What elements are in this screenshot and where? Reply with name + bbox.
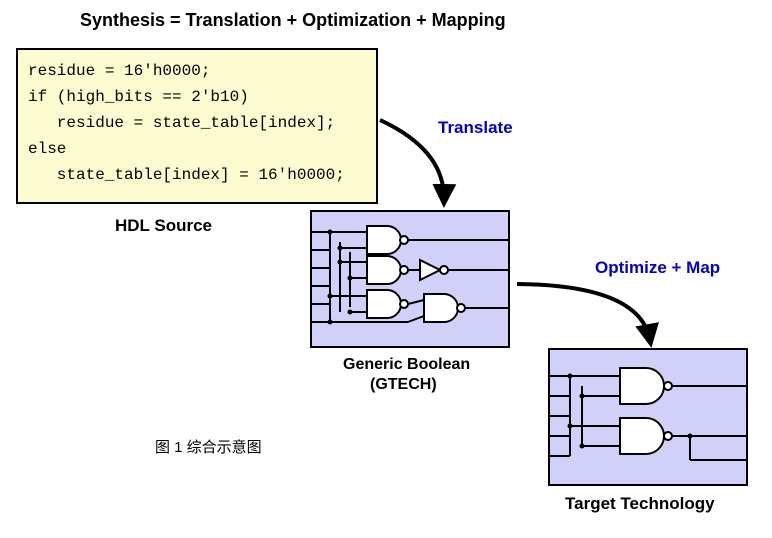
target-circuit-icon: [550, 350, 746, 484]
gtech-circuit-icon: [312, 212, 508, 346]
gtech-circuit-box: [310, 210, 510, 348]
target-circuit-box: [548, 348, 748, 486]
figure-caption: 图 1 综合示意图: [155, 436, 262, 457]
gtech-label-line1: Generic Boolean: [343, 356, 470, 374]
gtech-label-line2: (GTECH): [370, 376, 437, 394]
target-technology-label: Target Technology: [565, 494, 715, 514]
